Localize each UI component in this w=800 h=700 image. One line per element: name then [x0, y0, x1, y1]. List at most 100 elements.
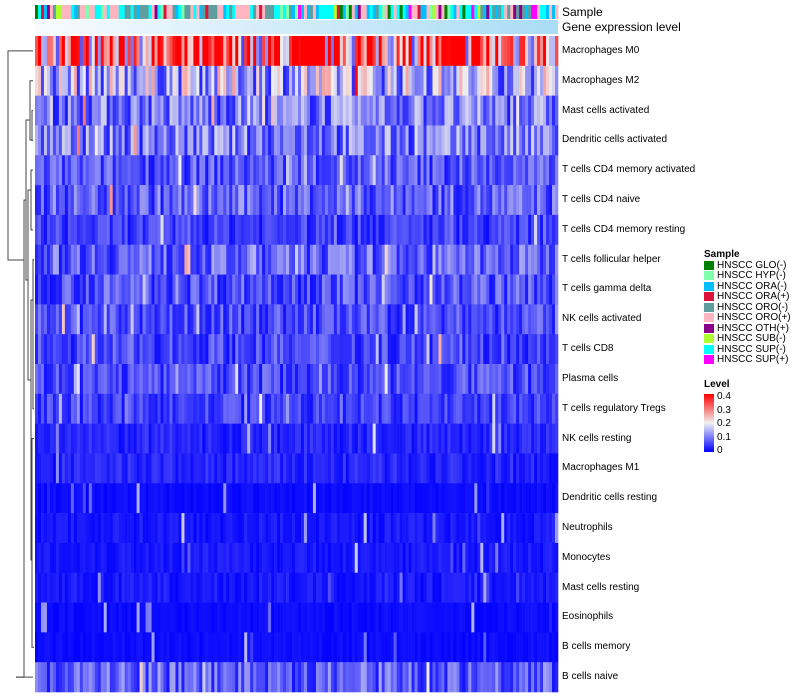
heatmap-cell [142, 244, 146, 275]
heatmap-cell [202, 542, 206, 574]
heatmap-cell [190, 393, 194, 424]
heatmap-cell [130, 632, 134, 663]
heatmap-cell [49, 632, 54, 663]
heatmap-cell [435, 513, 439, 544]
heatmap-cell [447, 483, 451, 514]
heatmap-cell [157, 662, 161, 693]
heatmap-cell [324, 662, 329, 693]
heatmap-cell [390, 244, 394, 275]
heatmap-cell [492, 662, 496, 693]
sample-annotation-cell [46, 5, 51, 19]
heatmap-cell [483, 393, 487, 424]
heatmap-cell [127, 274, 131, 305]
heatmap-cell [429, 185, 433, 216]
heatmap-cell [70, 423, 75, 454]
heatmap-cell [169, 632, 173, 663]
heatmap-cell [519, 364, 523, 395]
heatmap-cell [283, 542, 287, 574]
heatmap-cell [507, 393, 511, 424]
heatmap-cell [315, 364, 320, 395]
heatmap-cell [303, 542, 308, 574]
heatmap-cell [106, 304, 111, 335]
heatmap-cell [417, 65, 421, 96]
heatmap-cell [519, 274, 523, 305]
heatmap-cell [121, 304, 125, 335]
heatmap-cell [292, 36, 296, 67]
heatmap-cell [537, 632, 541, 663]
heatmap-cell [543, 304, 547, 335]
heatmap-cell [501, 334, 505, 365]
heatmap-cell [498, 36, 502, 67]
heatmap-cell [43, 602, 48, 633]
heatmap-cell [426, 214, 430, 246]
heatmap-cell [235, 304, 239, 335]
heatmap-cell [354, 155, 359, 186]
heatmap-cell [540, 364, 544, 395]
heatmap-cell [393, 185, 397, 216]
heatmap-cell [327, 632, 332, 663]
heatmap-cell [70, 214, 75, 246]
heatmap-cell [232, 36, 236, 67]
heatmap-cell [40, 572, 45, 603]
heatmap-cell [253, 304, 257, 335]
heatmap-cell [76, 662, 81, 693]
heatmap-cell [486, 542, 490, 574]
sample-annotation-cell [106, 5, 111, 19]
heatmap-cell [465, 304, 469, 335]
heatmap-cell [115, 36, 119, 67]
heatmap-cell [85, 364, 90, 395]
heatmap-cell [387, 513, 391, 544]
heatmap-cell [462, 304, 466, 335]
heatmap-cell [537, 274, 541, 305]
heatmap-cell [465, 214, 469, 246]
heatmap-cell [175, 185, 179, 216]
heatmap-cell [223, 36, 227, 67]
heatmap-cell [178, 304, 182, 335]
heatmap-cell [375, 214, 379, 246]
heatmap-cell [184, 65, 188, 96]
heatmap-cell [546, 36, 550, 67]
heatmap-cell [408, 602, 412, 633]
heatmap-cell [486, 632, 490, 663]
heatmap-cell [202, 662, 206, 693]
heatmap-cell [166, 513, 170, 544]
heatmap-cell [534, 244, 538, 275]
heatmap-cell [157, 304, 161, 335]
heatmap-cell [516, 572, 520, 603]
heatmap-cell [259, 542, 263, 574]
heatmap-cell [516, 632, 520, 663]
heatmap-cell [124, 214, 128, 246]
sample-annotation-cell [324, 5, 329, 19]
heatmap-cell [136, 602, 140, 633]
heatmap-cell [226, 214, 230, 246]
heatmap-cell [411, 125, 415, 156]
heatmap-cell [456, 274, 460, 305]
heatmap-cell [414, 65, 418, 96]
heatmap-cell [154, 304, 158, 335]
sample-annotation-cell [241, 5, 245, 19]
heatmap-cell [43, 662, 48, 693]
heatmap-cell [109, 125, 114, 156]
heatmap-cell [199, 244, 203, 275]
heatmap-cell [336, 542, 341, 574]
heatmap-cell [247, 542, 251, 574]
heatmap-cell [330, 334, 335, 365]
heatmap-cell [154, 542, 158, 574]
heatmap-cell [61, 334, 66, 365]
heatmap-cell [52, 155, 57, 186]
heatmap-cell [292, 662, 296, 693]
heatmap-cell [387, 662, 391, 693]
heatmap-cell [477, 364, 481, 395]
heatmap-cell [193, 65, 197, 96]
heatmap-cell [486, 65, 490, 96]
heatmap-cell [453, 185, 457, 216]
sample-annotation-cell [274, 5, 278, 19]
heatmap-cell [142, 632, 146, 663]
heatmap-cell [121, 95, 125, 126]
heatmap-cell [354, 423, 359, 454]
heatmap-cell [166, 65, 170, 96]
heatmap-cell [312, 244, 317, 275]
heatmap-cell [327, 95, 332, 126]
sample-annotation-cell [507, 5, 511, 19]
